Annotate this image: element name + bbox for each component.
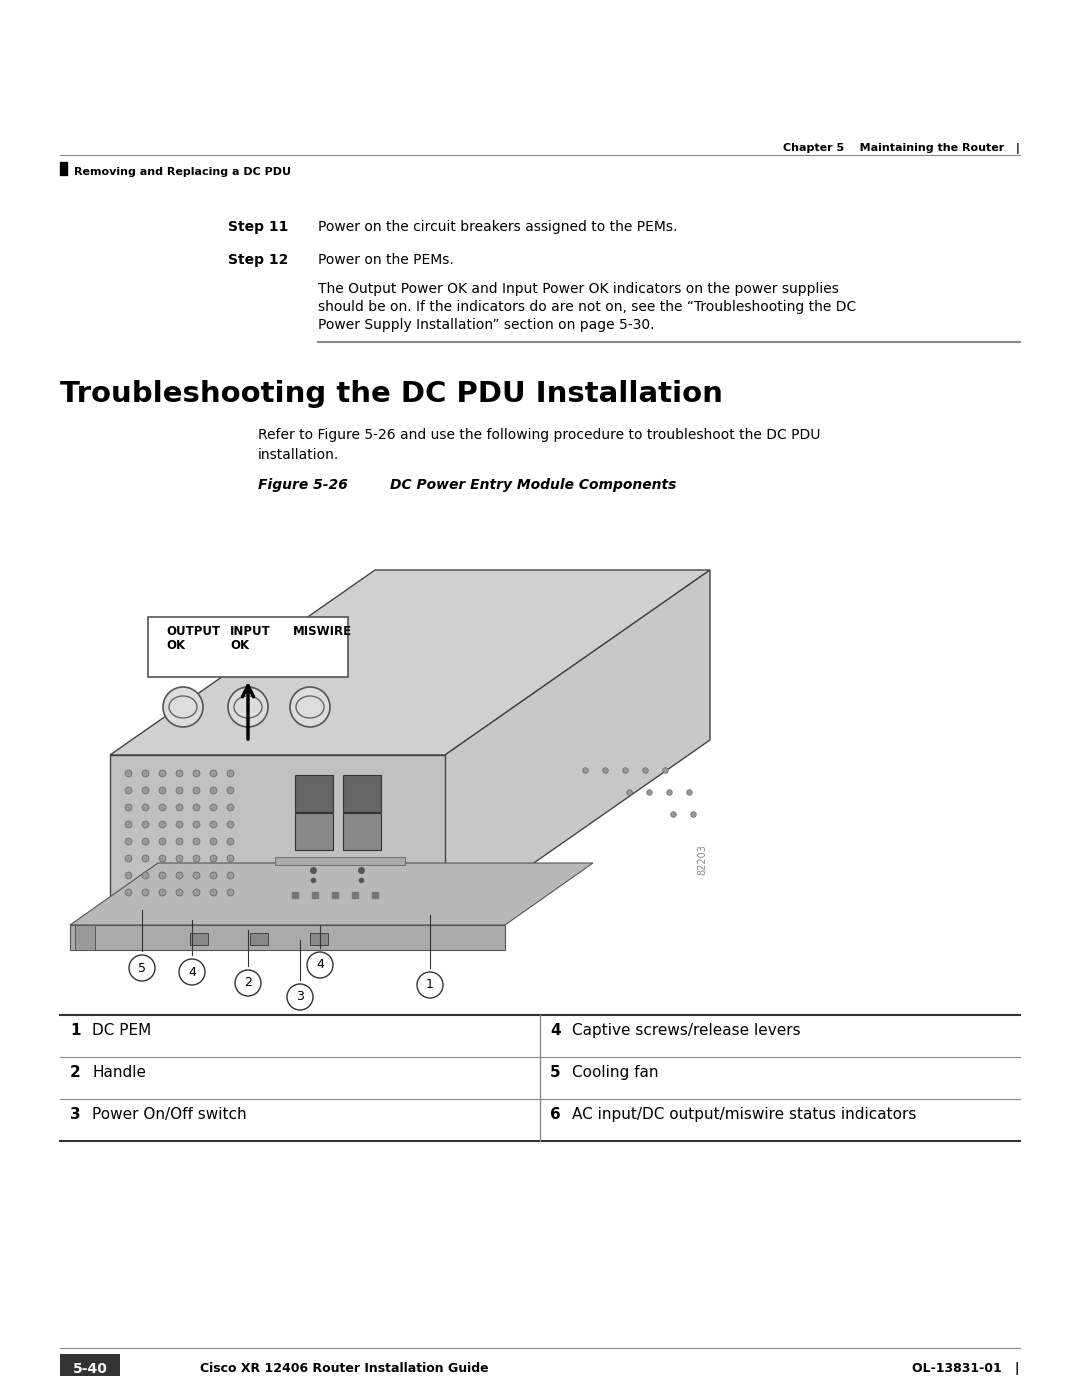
Text: 3: 3 bbox=[70, 1106, 81, 1122]
Text: Refer to Figure 5-26 and use the following procedure to troubleshoot the DC PDU: Refer to Figure 5-26 and use the followi… bbox=[258, 427, 821, 441]
Text: 6: 6 bbox=[550, 1106, 561, 1122]
Circle shape bbox=[287, 983, 313, 1010]
Text: Power on the PEMs.: Power on the PEMs. bbox=[318, 253, 454, 267]
Text: Power On/Off switch: Power On/Off switch bbox=[92, 1106, 246, 1122]
Text: OL-13831-01   |: OL-13831-01 | bbox=[913, 1362, 1020, 1375]
Circle shape bbox=[129, 956, 156, 981]
Text: 2: 2 bbox=[244, 977, 252, 989]
Text: 3: 3 bbox=[296, 990, 303, 1003]
Text: should be on. If the indicators do are not on, see the “Troubleshooting the DC: should be on. If the indicators do are n… bbox=[318, 300, 856, 314]
Circle shape bbox=[228, 687, 268, 726]
Bar bbox=[148, 617, 348, 678]
Text: 1: 1 bbox=[70, 1023, 81, 1038]
Bar bbox=[275, 856, 405, 865]
Polygon shape bbox=[110, 570, 710, 754]
Polygon shape bbox=[70, 863, 593, 925]
Text: 4: 4 bbox=[316, 958, 324, 971]
Text: 82203: 82203 bbox=[697, 845, 707, 876]
Polygon shape bbox=[445, 570, 710, 925]
Text: 4: 4 bbox=[188, 965, 195, 978]
Text: Handle: Handle bbox=[92, 1065, 146, 1080]
Text: Removing and Replacing a DC PDU: Removing and Replacing a DC PDU bbox=[75, 168, 291, 177]
Text: 1: 1 bbox=[427, 978, 434, 992]
Circle shape bbox=[179, 958, 205, 985]
Text: 4: 4 bbox=[550, 1023, 561, 1038]
Bar bbox=[343, 813, 381, 849]
Text: 5: 5 bbox=[138, 961, 146, 975]
Bar bbox=[310, 933, 328, 944]
Text: Cisco XR 12406 Router Installation Guide: Cisco XR 12406 Router Installation Guide bbox=[200, 1362, 488, 1375]
Text: MISWIRE: MISWIRE bbox=[293, 624, 352, 638]
Bar bbox=[70, 925, 505, 950]
Bar bbox=[60, 162, 67, 175]
Bar bbox=[75, 925, 95, 950]
Text: OUTPUT
OK: OUTPUT OK bbox=[166, 624, 220, 652]
Text: Power Supply Installation” section on page 5-30.: Power Supply Installation” section on pa… bbox=[318, 319, 654, 332]
Text: DC Power Entry Module Components: DC Power Entry Module Components bbox=[390, 478, 676, 492]
Circle shape bbox=[291, 687, 330, 726]
Circle shape bbox=[307, 951, 333, 978]
Bar bbox=[249, 933, 268, 944]
Text: 5-40: 5-40 bbox=[72, 1362, 107, 1376]
Circle shape bbox=[417, 972, 443, 997]
Text: 5: 5 bbox=[550, 1065, 561, 1080]
Text: Troubleshooting the DC PDU Installation: Troubleshooting the DC PDU Installation bbox=[60, 380, 723, 408]
Text: Step 12: Step 12 bbox=[228, 253, 288, 267]
Circle shape bbox=[163, 687, 203, 726]
Text: Power on the circuit breakers assigned to the PEMs.: Power on the circuit breakers assigned t… bbox=[318, 219, 677, 235]
Bar bbox=[110, 754, 445, 925]
Text: Step 11: Step 11 bbox=[228, 219, 288, 235]
Bar bbox=[60, 1354, 120, 1376]
Text: installation.: installation. bbox=[258, 448, 339, 462]
Bar bbox=[190, 933, 208, 944]
Bar bbox=[343, 775, 381, 812]
Text: Figure 5-26: Figure 5-26 bbox=[258, 478, 348, 492]
Text: Chapter 5    Maintaining the Router   |: Chapter 5 Maintaining the Router | bbox=[783, 142, 1020, 154]
Text: The Output Power OK and Input Power OK indicators on the power supplies: The Output Power OK and Input Power OK i… bbox=[318, 282, 839, 296]
Bar bbox=[295, 775, 333, 812]
Text: DC PEM: DC PEM bbox=[92, 1023, 151, 1038]
Text: Cooling fan: Cooling fan bbox=[572, 1065, 659, 1080]
Text: AC input/DC output/miswire status indicators: AC input/DC output/miswire status indica… bbox=[572, 1106, 916, 1122]
Circle shape bbox=[235, 970, 261, 996]
Text: INPUT
OK: INPUT OK bbox=[230, 624, 271, 652]
Bar bbox=[295, 813, 333, 849]
Text: 2: 2 bbox=[70, 1065, 81, 1080]
Text: Captive screws/release levers: Captive screws/release levers bbox=[572, 1023, 800, 1038]
